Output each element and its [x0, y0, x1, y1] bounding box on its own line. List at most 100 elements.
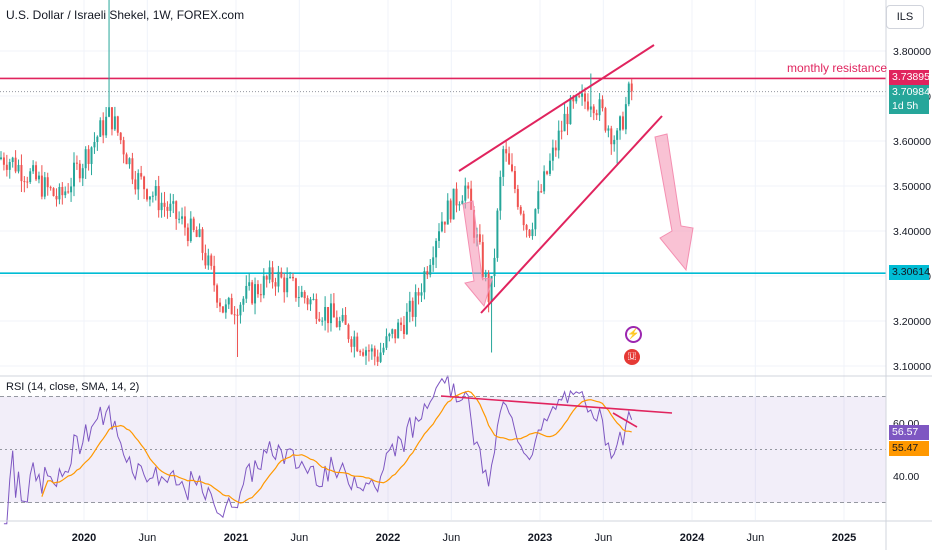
candle-body	[589, 106, 592, 110]
x-tick-label: 2020	[72, 532, 96, 544]
candle-body	[221, 306, 224, 313]
candle-body	[134, 179, 137, 190]
x-tick-label: Jun	[138, 532, 156, 544]
candle-body	[388, 333, 391, 337]
x-tick-label: Jun	[442, 532, 460, 544]
candle-body	[303, 291, 306, 299]
candle-body	[426, 271, 429, 275]
x-tick-label: 2025	[832, 532, 856, 544]
candle-body	[224, 304, 227, 313]
lightning-icon[interactable]: ⚡	[625, 326, 642, 343]
candle-body	[417, 292, 420, 296]
x-tick-label: 2021	[224, 532, 248, 544]
candle-body	[464, 185, 467, 201]
rsi-sma-tag: 55.47	[889, 441, 929, 456]
candle-body	[207, 255, 210, 266]
candle-body	[423, 271, 426, 293]
candle-body	[548, 160, 551, 174]
candle-body	[499, 176, 502, 211]
candle-body	[210, 255, 213, 266]
candle-body	[233, 314, 236, 316]
candle-body	[446, 200, 449, 225]
candle-body	[73, 162, 75, 187]
candle-body	[391, 329, 394, 334]
candle-body	[292, 276, 294, 279]
candle-body	[201, 229, 204, 253]
rsi-divergence-line-short	[612, 412, 638, 428]
candle-body	[70, 186, 73, 193]
candlesticks	[0, 0, 633, 366]
candle-body	[315, 298, 318, 319]
candle-body	[75, 162, 78, 164]
candle-body	[131, 158, 134, 180]
candle-body	[96, 136, 99, 143]
candle-body	[379, 352, 382, 362]
candle-body	[595, 113, 598, 116]
candle-body	[32, 165, 35, 172]
candle-body	[572, 98, 575, 102]
candle-body	[67, 191, 70, 193]
candle-body	[560, 130, 563, 132]
candle-body	[449, 200, 452, 220]
candle-body	[29, 171, 32, 183]
candle-body	[481, 242, 484, 277]
candle-body	[335, 317, 338, 328]
candle-body	[119, 132, 122, 141]
candle-body	[367, 350, 370, 352]
candle-body	[81, 168, 84, 179]
candle-body	[90, 147, 93, 164]
rsi-line	[3, 375, 633, 525]
candle-body	[435, 240, 438, 258]
rsi-value-tag: 56.57	[889, 425, 929, 440]
candle-body	[280, 271, 283, 278]
candle-body	[245, 285, 248, 299]
candle-body	[183, 216, 186, 228]
rsi-band	[0, 396, 886, 503]
candle-body	[402, 324, 405, 335]
candle-body	[344, 314, 347, 325]
candle-body	[8, 162, 11, 170]
candle-body	[505, 149, 508, 154]
candle-body	[408, 300, 411, 312]
candle-body	[64, 191, 67, 196]
candle-body	[265, 276, 268, 280]
down-arrow-projection	[654, 133, 694, 272]
candle-body	[219, 302, 221, 307]
candle-body	[230, 298, 233, 315]
candle-body	[166, 206, 169, 211]
rsi-tick-label: 40.00	[893, 471, 919, 483]
candle-body	[405, 311, 408, 335]
candle-body	[592, 106, 595, 114]
candle-body	[613, 139, 616, 145]
candle-body	[143, 176, 146, 190]
us-flag-icon[interactable]: 🇺	[624, 349, 640, 365]
candle-body	[516, 188, 519, 207]
candle-body	[248, 282, 251, 286]
countdown-tag: 1d 5h	[889, 99, 929, 114]
candle-body	[578, 95, 581, 97]
candle-body	[61, 186, 64, 196]
candle-body	[11, 157, 14, 163]
candle-body	[332, 303, 335, 318]
x-tick-label: Jun	[594, 532, 612, 544]
y-tick-label: 3.40000	[893, 226, 931, 238]
candle-body	[400, 322, 403, 325]
candle-body	[102, 120, 105, 136]
candle-body	[350, 339, 353, 347]
candle-body	[113, 116, 116, 130]
y-tick-label: 3.60000	[893, 136, 931, 148]
candle-body	[55, 195, 58, 200]
trend-drawings	[458, 44, 694, 314]
support-price-tag: 3.30614	[889, 265, 930, 280]
candle-body	[46, 177, 49, 188]
candle-body	[151, 195, 154, 197]
channel-lower-line	[480, 115, 663, 314]
candle-body	[373, 348, 376, 357]
candle-body	[537, 191, 540, 210]
candle-body	[289, 276, 292, 278]
candle-body	[397, 322, 400, 339]
currency-button[interactable]: ILS	[886, 5, 924, 29]
candle-body	[607, 128, 610, 131]
